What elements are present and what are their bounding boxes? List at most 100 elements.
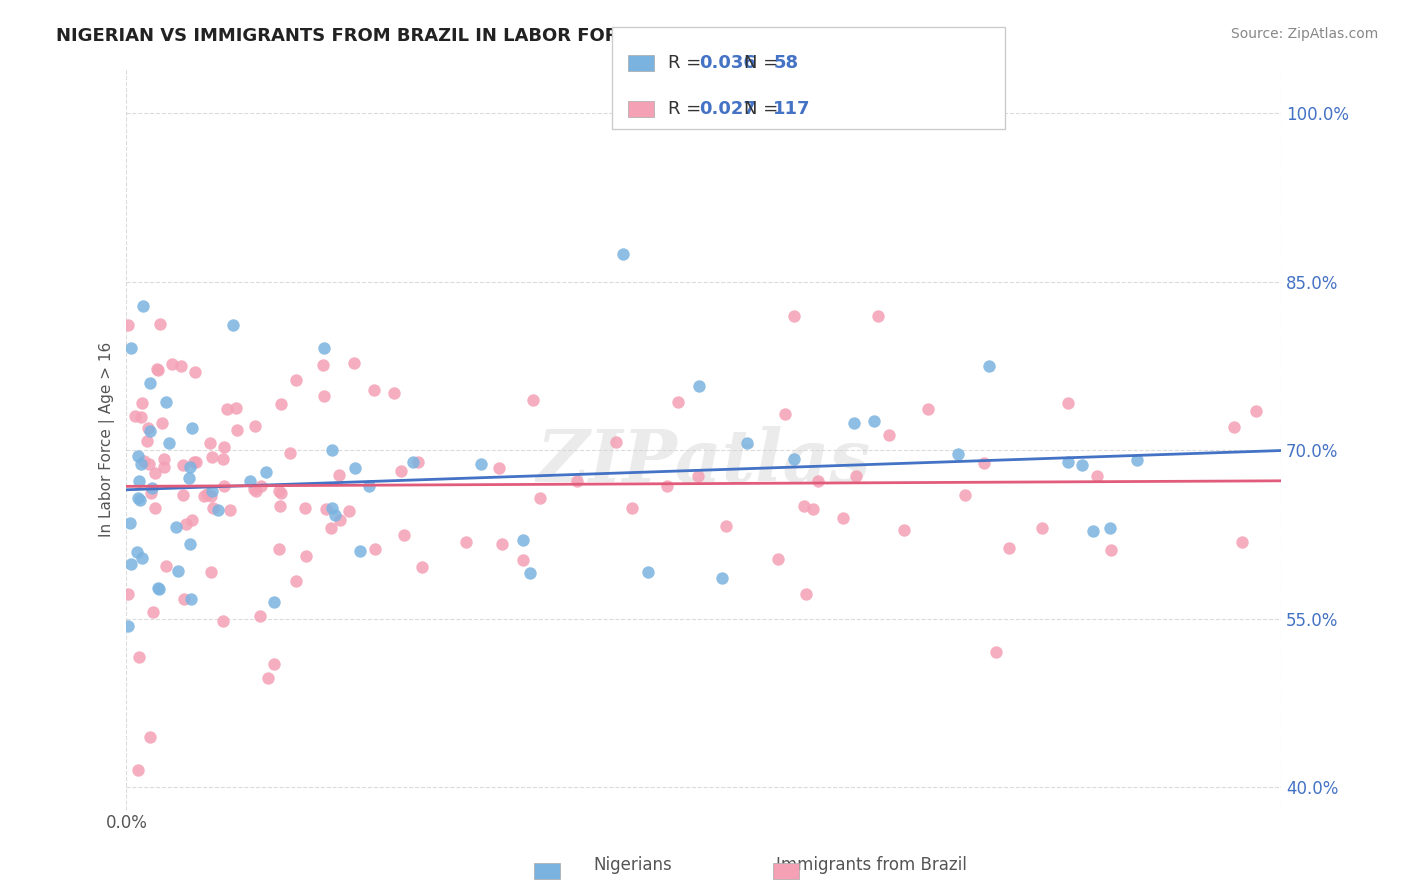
Point	[973, 456, 995, 470]
Text: R =: R =	[668, 100, 707, 118]
Point	[269, 542, 291, 557]
Text: N =: N =	[744, 54, 783, 71]
Point	[312, 342, 335, 356]
Point	[394, 528, 416, 542]
Point	[456, 534, 478, 549]
Point	[605, 435, 627, 450]
Point	[200, 436, 222, 450]
Point	[491, 537, 513, 551]
Point	[877, 428, 900, 442]
Point	[143, 466, 166, 480]
Point	[125, 545, 148, 559]
Point	[148, 582, 170, 596]
Y-axis label: In Labor Force | Age > 16: In Labor Force | Age > 16	[100, 342, 115, 537]
Point	[136, 434, 159, 448]
Point	[180, 591, 202, 606]
Point	[143, 500, 166, 515]
Point	[389, 464, 412, 478]
Point	[201, 483, 224, 498]
Point	[295, 549, 318, 563]
Point	[946, 447, 969, 461]
Point	[893, 523, 915, 537]
Point	[1085, 468, 1108, 483]
Point	[349, 544, 371, 558]
Point	[138, 420, 160, 434]
Point	[711, 571, 734, 585]
Point	[160, 357, 183, 371]
Point	[172, 488, 194, 502]
Point	[170, 359, 193, 374]
Point	[131, 551, 153, 566]
Point	[363, 383, 385, 397]
Point	[315, 501, 337, 516]
Point	[179, 459, 201, 474]
Point	[129, 457, 152, 471]
Point	[329, 513, 352, 527]
Point	[801, 501, 824, 516]
Point	[184, 455, 207, 469]
Point	[129, 493, 152, 508]
Point	[512, 533, 534, 548]
Point	[152, 452, 174, 467]
Point	[1098, 521, 1121, 535]
Point	[181, 513, 204, 527]
Point	[688, 379, 710, 393]
Point	[127, 450, 149, 464]
Text: Nigerians: Nigerians	[593, 856, 672, 874]
Point	[132, 299, 155, 313]
Point	[312, 358, 335, 372]
Point	[155, 558, 177, 573]
Point	[783, 309, 806, 323]
Point	[488, 460, 510, 475]
Point	[831, 511, 853, 525]
Point	[621, 500, 644, 515]
Point	[529, 491, 551, 505]
Point	[470, 458, 492, 472]
Point	[519, 566, 541, 581]
Point	[207, 503, 229, 517]
Point	[120, 557, 142, 571]
Point	[212, 452, 235, 467]
Point	[245, 483, 267, 498]
Point	[666, 395, 689, 409]
Point	[195, 487, 218, 501]
Text: NIGERIAN VS IMMIGRANTS FROM BRAZIL IN LABOR FORCE | AGE > 16 CORRELATION CHART: NIGERIAN VS IMMIGRANTS FROM BRAZIL IN LA…	[56, 27, 979, 45]
Point	[768, 552, 790, 566]
Point	[278, 446, 301, 460]
Point	[773, 408, 796, 422]
Point	[120, 342, 142, 356]
Point	[155, 395, 177, 409]
Point	[117, 586, 139, 600]
Point	[364, 542, 387, 557]
Point	[141, 485, 163, 500]
Point	[149, 318, 172, 332]
Point	[117, 619, 139, 633]
Text: R =: R =	[668, 54, 707, 71]
Text: 117: 117	[773, 100, 811, 118]
Text: ZIPatlas: ZIPatlas	[537, 425, 870, 497]
Point	[201, 450, 224, 464]
Point	[172, 458, 194, 473]
Point	[173, 591, 195, 606]
Point	[863, 414, 886, 428]
Point	[254, 465, 277, 479]
Point	[1099, 543, 1122, 558]
Point	[612, 247, 634, 261]
Point	[219, 503, 242, 517]
Point	[222, 318, 245, 333]
Point	[686, 468, 709, 483]
Point	[845, 469, 868, 483]
Point	[1244, 404, 1267, 418]
Point	[337, 504, 360, 518]
Point	[408, 455, 430, 469]
Point	[138, 730, 160, 744]
Point	[179, 537, 201, 551]
Point	[269, 483, 291, 498]
Point	[794, 587, 817, 601]
Point	[263, 595, 285, 609]
Point	[249, 608, 271, 623]
Point	[132, 454, 155, 468]
Point	[146, 581, 169, 595]
Point	[1031, 521, 1053, 535]
Point	[146, 361, 169, 376]
